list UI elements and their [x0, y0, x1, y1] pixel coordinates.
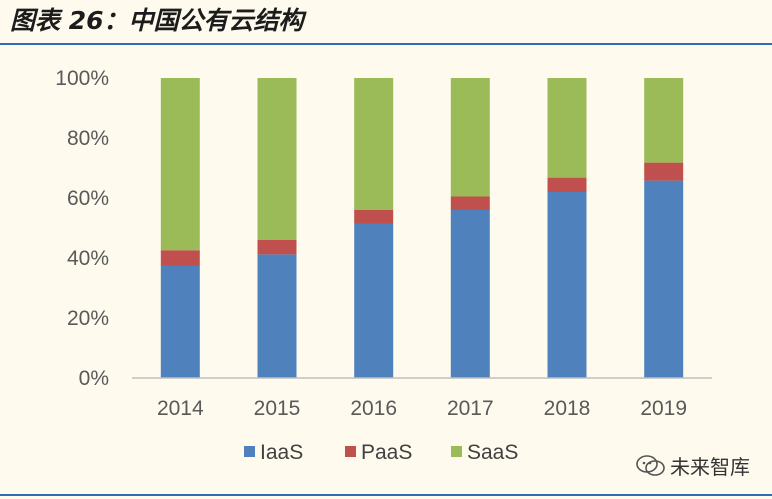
x-tick-label: 2017 — [447, 397, 494, 420]
y-tick-label: 60% — [67, 187, 109, 210]
bar-iaas-2018 — [547, 192, 587, 378]
wechat-icon — [636, 454, 665, 476]
bar-paas-2015 — [257, 240, 297, 255]
bar-saas-2014 — [160, 78, 200, 251]
legend-label-iaas: IaaS — [260, 441, 303, 464]
figure-title: 图表 26：中国公有云结构 — [10, 6, 304, 35]
legend-label-saas: SaaS — [467, 441, 518, 464]
bar-saas-2015 — [257, 78, 297, 240]
y-tick-label: 100% — [55, 67, 109, 90]
x-axis-ticks: 2014 2015 2016 2017 2018 2019 — [157, 397, 687, 420]
bar-iaas-2017 — [450, 210, 490, 378]
y-tick-label: 20% — [67, 307, 109, 330]
y-tick-label: 80% — [67, 127, 109, 150]
bar-iaas-2014 — [160, 265, 200, 378]
bar-paas-2019 — [644, 162, 684, 181]
bar-iaas-2019 — [644, 180, 684, 378]
bars-group — [160, 78, 684, 378]
bar-saas-2017 — [450, 78, 490, 197]
watermark-text: 未来智库 — [670, 455, 750, 479]
legend-label-paas: PaaS — [361, 441, 412, 464]
x-tick-label: 2019 — [640, 397, 687, 420]
legend-swatch-iaas — [244, 446, 255, 457]
bar-paas-2017 — [450, 196, 490, 210]
bar-paas-2016 — [354, 210, 394, 224]
bar-paas-2014 — [160, 250, 200, 266]
bar-iaas-2016 — [354, 223, 394, 378]
legend-swatch-saas — [451, 446, 462, 457]
x-tick-label: 2018 — [544, 397, 591, 420]
bottom-rule — [0, 494, 772, 496]
bar-saas-2016 — [354, 78, 394, 210]
top-rule — [0, 43, 772, 45]
bar-saas-2019 — [644, 78, 684, 163]
y-axis-ticks: 0% 20% 40% 60% 80% 100% — [55, 67, 109, 390]
watermark: 未来智库 — [636, 451, 750, 480]
y-tick-label: 40% — [67, 247, 109, 270]
x-tick-label: 2016 — [350, 397, 397, 420]
bar-saas-2018 — [547, 78, 587, 178]
y-tick-label: 0% — [79, 367, 109, 390]
bar-iaas-2015 — [257, 254, 297, 378]
legend-swatch-paas — [345, 446, 356, 457]
x-tick-label: 2014 — [157, 397, 204, 420]
bar-paas-2018 — [547, 177, 587, 192]
legend: IaaS PaaS SaaS — [244, 441, 518, 464]
x-tick-label: 2015 — [254, 397, 301, 420]
